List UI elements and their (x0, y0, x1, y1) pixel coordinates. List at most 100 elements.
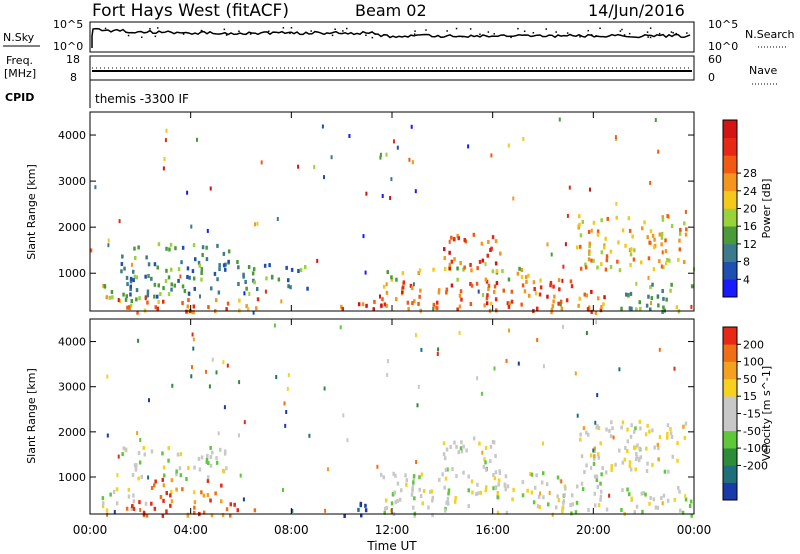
data-cell (549, 283, 552, 288)
data-cell (127, 487, 131, 492)
data-cell (621, 488, 624, 493)
data-cell (663, 469, 667, 474)
colorbar-swatch (723, 327, 737, 345)
data-cell (494, 470, 498, 475)
data-cell (664, 261, 668, 266)
data-cell (410, 124, 413, 129)
data-cell (431, 513, 434, 518)
nsearch-point (413, 33, 416, 35)
data-cell (656, 505, 660, 510)
data-cell (162, 498, 165, 503)
data-cell (605, 427, 608, 432)
data-cell (540, 480, 544, 485)
data-cell (469, 282, 472, 286)
data-cell (501, 269, 504, 273)
data-cell (596, 229, 600, 234)
data-cell (593, 474, 597, 479)
data-cell (181, 284, 185, 289)
data-cell (342, 413, 345, 418)
data-cell (690, 513, 693, 518)
data-cell (584, 262, 587, 267)
data-cell (260, 160, 263, 165)
data-cell (107, 238, 110, 243)
data-cell (649, 496, 652, 500)
data-cell (602, 302, 605, 307)
data-cell (133, 246, 136, 251)
data-cell (419, 288, 422, 293)
data-cell (665, 297, 668, 302)
data-cell (330, 155, 333, 160)
data-cell (220, 483, 223, 488)
data-cell (432, 267, 435, 272)
data-cell (383, 510, 386, 515)
data-cell (405, 478, 408, 483)
data-cell (484, 488, 488, 493)
data-cell (548, 490, 551, 495)
data-cell (566, 213, 569, 218)
data-cell (390, 275, 393, 280)
data-cell (557, 278, 561, 283)
data-cell (400, 488, 403, 493)
data-cell (681, 510, 685, 515)
data-cell (174, 246, 177, 251)
data-cell (135, 297, 138, 302)
data-cell (391, 492, 395, 496)
data-cell (408, 157, 411, 162)
data-cell (185, 309, 188, 314)
data-cell (190, 224, 193, 229)
data-cell (442, 452, 446, 457)
data-cell (508, 301, 511, 306)
data-cell (206, 478, 210, 483)
data-cell (486, 253, 489, 258)
data-cell (555, 505, 558, 510)
data-cell (642, 491, 645, 496)
data-cell (628, 228, 632, 233)
data-cell (447, 488, 451, 493)
data-cell (188, 275, 191, 280)
nsearch-point (579, 36, 581, 38)
data-cell (630, 467, 633, 472)
power-heatmap-cells (90, 117, 695, 315)
data-cell (628, 464, 632, 469)
data-cell (454, 496, 457, 500)
time-tick-labels: 00:00 04:00 08:00 12:00 16:00 20:00 00:00 (73, 523, 712, 537)
colorbar-tick-label: 12 (743, 238, 757, 251)
data-cell (193, 465, 196, 470)
data-cell (264, 289, 267, 294)
data-cell (569, 279, 573, 284)
data-cell (597, 503, 601, 508)
data-cell (684, 232, 688, 237)
freq-unit-label: [MHz] (4, 67, 36, 80)
data-cell (683, 435, 687, 440)
data-cell (125, 275, 129, 280)
data-cell (563, 484, 567, 489)
data-cell (506, 484, 510, 489)
data-cell (384, 498, 388, 503)
data-cell (343, 514, 346, 518)
data-cell (578, 214, 581, 219)
data-cell (497, 482, 500, 487)
data-cell (647, 275, 650, 280)
data-cell (609, 265, 613, 269)
data-cell (106, 512, 109, 517)
data-cell (108, 295, 112, 300)
data-cell (247, 265, 251, 269)
data-cell (379, 155, 382, 160)
nsearch-point (154, 35, 157, 38)
data-cell (578, 296, 581, 301)
data-cell (669, 431, 673, 436)
data-cell (208, 384, 211, 389)
nsearch-point (104, 27, 107, 30)
data-cell (167, 458, 170, 463)
data-cell (638, 419, 642, 424)
nsearch-point (446, 30, 448, 32)
nsearch-point (566, 32, 569, 34)
data-cell (253, 508, 257, 513)
data-cell (216, 243, 219, 248)
velocity-axes: 1000 2000 3000 4000 (58, 319, 695, 514)
data-cell (547, 502, 550, 507)
data-cell (512, 487, 515, 492)
time-tick-label: 20:00 (576, 523, 611, 537)
colorbar-swatch (723, 279, 737, 298)
